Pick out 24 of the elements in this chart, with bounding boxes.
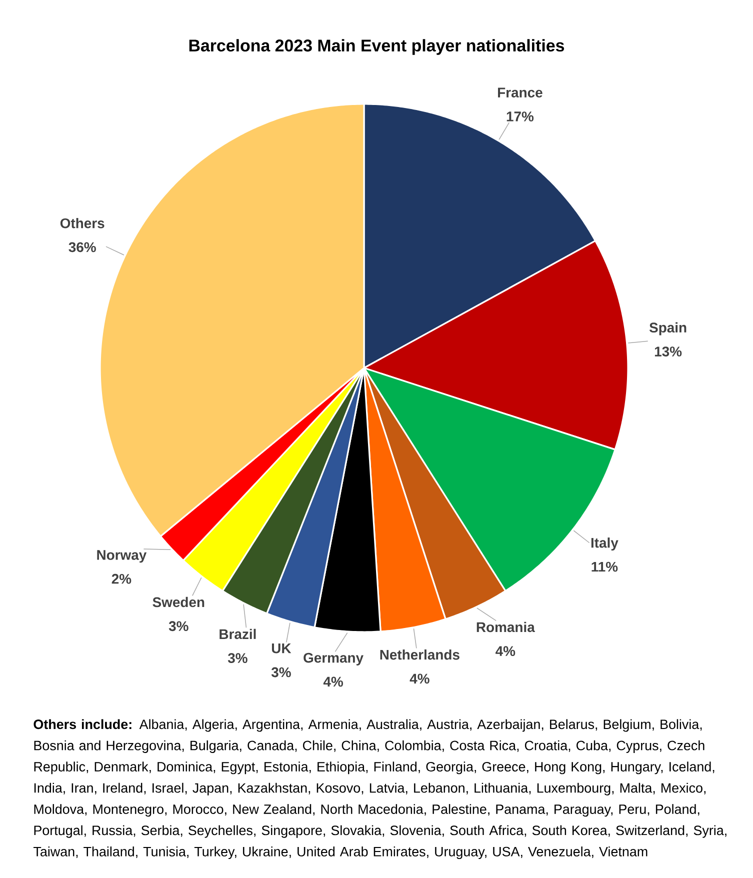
slice-label: Italy — [591, 538, 618, 551]
slice-label: Norway — [97, 550, 147, 563]
text: Others include: Albania, Algeria, Argentina, Armenia, Australia, Austria, Azerbaijan, Belarus, Belgium, Bolivia, Bosnia and Herzegovina, Bulgaria, Canada, Chile, China, Colombia, Costa Rica, Croatia, Cuba, Cyprus, Czech Republic, Denmark, Dominica, Egypt, Estonia, Ethiopia, Finland, Georgia, Greece, Hong Kong, Hungary, Iceland, India, Iran, Ireland, Israel, Japan, Kazakhstan, Kosovo, Latvia, Lebanon, Lithuania, Luxembourg, Malta, Mexico, Moldova, Montenegro, Morocco, New Zealand, North Macedonia, Palestine, Panama, Paraguay, Peru, Poland, Portugal, Russia, Serbia, Seychelles, Singapore, Slovakia, Slovenia, South Africa, South Korea, Switzerland, Syria, Taiwan, Thailand, Tunisia, Turkey, Ukraine, United Arab Emirates, Uruguay, USA, Venezuela, Vietnam — [33, 719, 726, 860]
slice-label: Romania — [476, 622, 535, 632]
data-label: 2% — [112, 574, 132, 584]
slice-label: UK — [272, 644, 292, 654]
slice-label: Spain — [649, 322, 686, 336]
slice-label: Netherlands — [380, 649, 460, 660]
slice-label: Others — [60, 218, 104, 228]
data-label: 36% — [68, 242, 96, 252]
data-label: 17% — [506, 112, 534, 122]
slice-label: Germany — [304, 652, 364, 666]
data-label: 4% — [323, 676, 343, 687]
data-label: 3% — [228, 653, 248, 664]
data-label: 4% — [496, 646, 516, 656]
data-label: 4% — [410, 674, 430, 684]
slice-label: France — [498, 88, 542, 98]
slice-label: Sweden — [152, 596, 204, 608]
slice-label: Brazil — [220, 628, 256, 640]
data-label: 3% — [168, 621, 188, 632]
data-label: 13% — [654, 346, 682, 356]
data-label: 11% — [592, 562, 618, 572]
chart-title: Barcelona 2023 Main Event player nationalities — [189, 39, 564, 55]
data-label: 3% — [271, 667, 291, 678]
